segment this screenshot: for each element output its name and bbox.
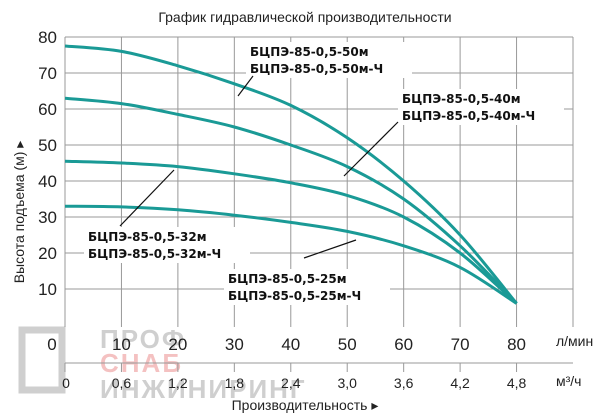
x2-tick-label: 1,2 (168, 375, 188, 391)
x2-unit-label: м³/ч (556, 373, 581, 389)
y-tick-label: 50 (38, 136, 57, 155)
x2-tick-label: 4,2 (450, 375, 470, 391)
chart-title: График гидравлической производительности (158, 9, 451, 25)
x-tick-label: 50 (338, 335, 357, 354)
x-tick-label: 10 (112, 335, 131, 354)
y-axis-label: Высота подъема (м) ▸ (11, 141, 27, 284)
watermark-line3: ИНЖИНИРИНГ (100, 374, 307, 404)
y-tick-label: 10 (38, 280, 57, 299)
x2-tick-label: 3,6 (394, 375, 414, 391)
x-tick-label: 20 (168, 335, 187, 354)
logo-mark (18, 326, 66, 394)
series-label: БЦПЭ-85-0,5-32м-Ч (88, 247, 221, 261)
x-tick-label: 40 (281, 335, 300, 354)
label-leader-line (237, 75, 254, 97)
series-label: БЦПЭ-85-0,5-25м (228, 272, 347, 286)
curve-series-2 (64, 159, 518, 305)
x-tick-label: 0 (47, 335, 56, 354)
x2-tick-label: 3,0 (337, 375, 357, 391)
y-tick-label: 60 (38, 100, 57, 119)
x2-tick-label: 0 (62, 375, 70, 391)
y-tick-label: 80 (38, 28, 57, 47)
x-axis-label: Производительность ▸ (232, 397, 379, 413)
curve-series-1 (64, 96, 518, 305)
y-tick-label: 40 (38, 172, 57, 191)
x-unit-label: л/мин (556, 333, 593, 349)
series-label: БЦПЭ-85-0,5-32м (88, 230, 207, 244)
series-label: БЦПЭ-85-0,5-40м (402, 92, 521, 106)
curve-series-0 (64, 44, 518, 305)
label-background (246, 42, 412, 78)
watermark-line1: ПРОФ (100, 324, 186, 354)
x-tick-label: 80 (507, 335, 526, 354)
y-tick-label: 20 (38, 244, 57, 263)
x2-tick-label: 4,8 (507, 375, 527, 391)
label-background (84, 227, 250, 263)
label-leader-line (343, 121, 399, 177)
curve-series-3 (64, 204, 518, 305)
series-label: БЦПЭ-85-0,5-50м-Ч (250, 62, 383, 76)
x-tick-label: 60 (394, 335, 413, 354)
x2-tick-label: 1,8 (225, 375, 245, 391)
label-leader-line (119, 169, 175, 227)
series-label: БЦПЭ-85-0,5-25м-Ч (228, 289, 361, 303)
series-label: БЦПЭ-85-0,5-50м (250, 45, 369, 59)
label-background (224, 269, 390, 305)
label-background (398, 89, 564, 125)
y-tick-label: 70 (38, 64, 57, 83)
x-tick-label: 30 (225, 335, 244, 354)
y-tick-label: 30 (38, 208, 57, 227)
x2-tick-label: 2,4 (281, 375, 301, 391)
label-leader-line (303, 239, 357, 259)
x-tick-label: 70 (451, 335, 470, 354)
series-label: БЦПЭ-85-0,5-40м-Ч (402, 109, 535, 123)
x2-tick-label: 0,6 (112, 375, 132, 391)
